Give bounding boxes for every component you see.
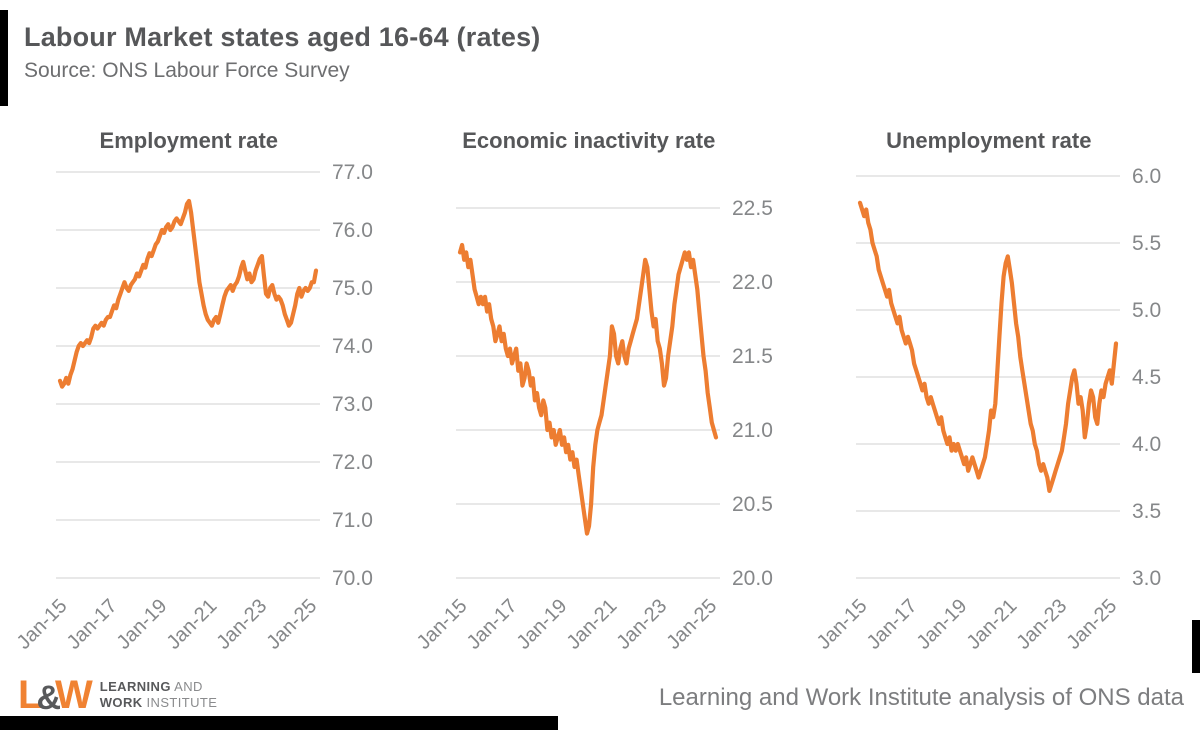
- accent-bar-left: [0, 10, 8, 106]
- charts-row: Employment rate 77.0 76.0 75.0 74.0 73.0 72.0…: [0, 115, 1200, 675]
- svg-text:20.0: 20.0: [732, 567, 773, 590]
- svg-text:Jan-17: Jan-17: [863, 595, 922, 654]
- svg-text:Jan-19: Jan-19: [113, 595, 172, 654]
- svg-text:77.0: 77.0: [332, 161, 373, 184]
- svg-text:71.0: 71.0: [332, 509, 373, 532]
- svg-text:Jan-21: Jan-21: [163, 595, 222, 654]
- header: Labour Market states aged 16-64 (rates) …: [24, 22, 541, 83]
- svg-text:Jan-25: Jan-25: [1062, 595, 1121, 654]
- svg-text:22.0: 22.0: [732, 271, 773, 294]
- svg-text:Jan-19: Jan-19: [513, 595, 572, 654]
- employment-rate-chart: Employment rate 77.0 76.0 75.0 74.0 73.0 72.0…: [0, 115, 400, 675]
- economic-inactivity-plot: 22.522.021.521.020.520.0Jan-15Jan-17Jan-…: [413, 197, 773, 654]
- svg-text:Jan-25: Jan-25: [262, 595, 321, 654]
- logo-word-learning: LEARNING: [99, 679, 171, 694]
- svg-text:73.0: 73.0: [332, 393, 373, 416]
- lw-institute-logo: L & W LEARNING AND WORK INSTITUTE: [18, 673, 218, 717]
- svg-text:20.5: 20.5: [732, 493, 773, 516]
- svg-text:74.0: 74.0: [332, 335, 373, 358]
- svg-text:Jan-15: Jan-15: [13, 595, 72, 654]
- logo-word-work: WORK: [99, 695, 143, 710]
- svg-text:76.0: 76.0: [332, 219, 373, 242]
- svg-text:21.5: 21.5: [732, 345, 773, 368]
- svg-text:75.0: 75.0: [332, 277, 373, 300]
- chart-title-inactivity: Economic inactivity rate: [462, 128, 716, 153]
- svg-text:Jan-25: Jan-25: [662, 595, 721, 654]
- svg-text:Jan-21: Jan-21: [563, 595, 622, 654]
- svg-text:Jan-19: Jan-19: [913, 595, 972, 654]
- svg-text:5.5: 5.5: [1132, 232, 1161, 255]
- svg-text:Jan-15: Jan-15: [813, 595, 872, 654]
- chart-title-unemployment: Unemployment rate: [886, 128, 1092, 153]
- unemployment-rate-plot: 6.05.55.04.54.03.53.0Jan-15Jan-17Jan-19J…: [813, 165, 1161, 654]
- svg-text:4.0: 4.0: [1132, 433, 1161, 456]
- logo-ampersand: &: [36, 679, 61, 717]
- svg-text:70.0: 70.0: [332, 567, 373, 590]
- logo-word-and: AND: [170, 679, 203, 694]
- logo-word-institute: INSTITUTE: [142, 695, 218, 710]
- chart-title-employment: Employment rate: [99, 128, 279, 153]
- svg-text:3.5: 3.5: [1132, 500, 1161, 523]
- logo-letter-l: L: [18, 673, 42, 717]
- logo-letter-w: W: [55, 673, 93, 717]
- lw-logo-mark: L & W: [18, 673, 93, 717]
- svg-text:Jan-17: Jan-17: [463, 595, 522, 654]
- svg-text:Jan-23: Jan-23: [1013, 595, 1072, 654]
- svg-text:Jan-23: Jan-23: [213, 595, 272, 654]
- page-subtitle: Source: ONS Labour Force Survey: [24, 59, 350, 82]
- economic-inactivity-rate-chart: Economic inactivity rate 22.5 22.0 21.5 21.…: [400, 115, 800, 675]
- svg-text:6.0: 6.0: [1132, 165, 1161, 188]
- accent-bar-bottom: [0, 716, 558, 730]
- page-title: Labour Market states aged 16-64 (rates): [24, 22, 541, 52]
- unemployment-rate-chart: Unemployment rate 6.0 5.5 5.0 4.5 4.0 3.5 3.0 J…: [800, 115, 1200, 675]
- svg-text:21.0: 21.0: [732, 419, 773, 442]
- employment-rate-plot: 77.076.075.074.073.072.071.070.0Jan-15Ja…: [13, 161, 373, 654]
- svg-text:Jan-15: Jan-15: [413, 595, 472, 654]
- svg-text:Jan-17: Jan-17: [63, 595, 122, 654]
- logo-wordmark: LEARNING AND WORK INSTITUTE: [100, 679, 218, 711]
- svg-text:22.5: 22.5: [732, 197, 773, 220]
- svg-text:3.0: 3.0: [1132, 567, 1161, 590]
- svg-text:72.0: 72.0: [332, 451, 373, 474]
- svg-text:4.5: 4.5: [1132, 366, 1161, 389]
- svg-text:Jan-21: Jan-21: [963, 595, 1022, 654]
- accent-bar-right: [1192, 620, 1200, 673]
- svg-text:Jan-23: Jan-23: [613, 595, 672, 654]
- svg-text:5.0: 5.0: [1132, 299, 1161, 322]
- analysis-credit: Learning and Work Institute analysis of …: [658, 684, 1184, 711]
